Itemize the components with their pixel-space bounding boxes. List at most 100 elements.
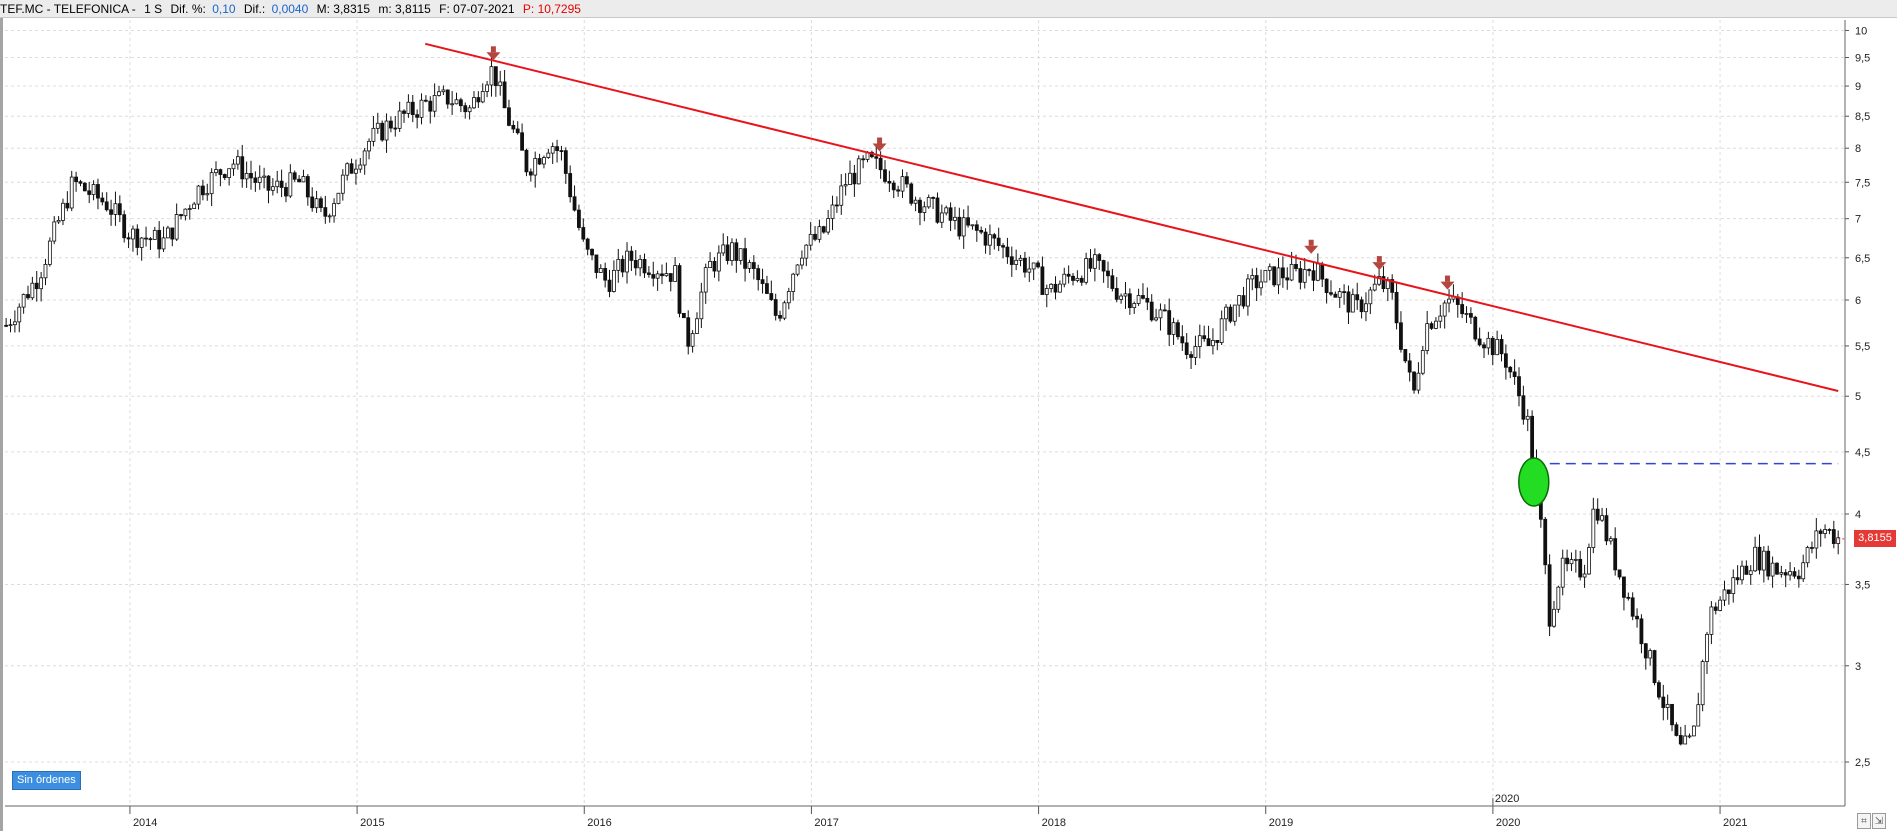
candle [235, 149, 240, 170]
candle-body [1604, 515, 1609, 542]
candle-body [78, 181, 83, 184]
candle [52, 216, 57, 245]
candle [1001, 243, 1005, 259]
dif-pct-label: Dif. %: [170, 2, 206, 16]
candle [1420, 346, 1425, 376]
candle-body [17, 306, 22, 323]
candle [931, 196, 935, 209]
candle [1136, 288, 1141, 306]
candle [563, 147, 568, 184]
candle [12, 310, 17, 333]
candle [966, 205, 970, 228]
x-tick-label: 2014 [133, 817, 157, 829]
candle [992, 232, 997, 250]
candle [848, 160, 852, 185]
candle-body [1661, 696, 1666, 708]
candle-body [769, 293, 774, 300]
candle-body [485, 84, 490, 92]
candle-body [800, 257, 804, 266]
candle [1062, 267, 1067, 288]
candle-body [638, 258, 643, 269]
candle [1823, 524, 1827, 539]
candle-body [834, 204, 839, 207]
candle-body [1075, 277, 1080, 281]
candle-body [200, 185, 205, 196]
candle [47, 237, 52, 267]
chart-type-icon[interactable]: ⌗ [1857, 813, 1871, 829]
candle [834, 196, 839, 213]
candle [690, 330, 695, 353]
candle-body [773, 299, 778, 316]
candle-body [498, 81, 503, 87]
candle [1180, 325, 1185, 351]
candle-body [1237, 295, 1242, 306]
candle-body [493, 66, 498, 87]
candle [1023, 251, 1027, 278]
candle [677, 263, 682, 318]
candle-body [511, 124, 516, 130]
candle [1162, 304, 1167, 312]
candle [695, 312, 699, 334]
pin-icon[interactable]: ⇲ [1872, 813, 1886, 829]
candle-body [1403, 349, 1408, 362]
candle-body [419, 99, 424, 118]
candle-body [1202, 335, 1207, 340]
y-tick-label: 5 [1855, 391, 1861, 403]
candle-body [1193, 346, 1198, 358]
y-tick-label: 3,5 [1855, 579, 1870, 591]
candle [1167, 298, 1172, 347]
candle-body [1359, 299, 1364, 313]
candle-body [992, 234, 997, 239]
candle [39, 272, 44, 302]
candle [730, 238, 734, 266]
candle-body [139, 237, 144, 248]
candle-body [953, 216, 957, 221]
candle [1320, 261, 1325, 288]
candle-body [157, 229, 162, 250]
candle [345, 162, 350, 181]
candle-body [1005, 246, 1010, 258]
candle-body [166, 227, 170, 239]
candle-body [292, 172, 297, 180]
orders-status-badge[interactable]: Sin órdenes [12, 771, 81, 790]
candle-body [1145, 297, 1150, 303]
candle-body [4, 324, 9, 327]
candle-body [642, 258, 647, 274]
candle [1394, 281, 1399, 330]
candle [581, 218, 586, 242]
y-tick-label: 9,5 [1855, 53, 1870, 65]
down-arrow-icon [486, 46, 501, 61]
candle-body [1578, 558, 1583, 578]
candle [1149, 294, 1154, 322]
candle-body [690, 333, 695, 347]
candle-body [695, 318, 699, 334]
candle [148, 237, 153, 250]
candle-body [765, 283, 769, 294]
candle [270, 178, 275, 196]
candle [1490, 335, 1495, 366]
candle [1228, 304, 1233, 324]
candle-body [1499, 339, 1504, 355]
candle-body [375, 122, 380, 129]
candle [926, 194, 931, 209]
candle-body [607, 279, 612, 292]
candle-body [91, 184, 96, 195]
down-arrow-icon [1372, 256, 1387, 271]
candle [1521, 385, 1526, 425]
candle [1399, 311, 1403, 353]
candle [1237, 295, 1242, 317]
candle [988, 224, 992, 255]
candle [187, 204, 192, 220]
candle [1547, 554, 1552, 637]
candle [1276, 258, 1281, 295]
candle [974, 220, 979, 242]
candle-body [730, 242, 734, 261]
candle [174, 203, 179, 241]
candle-body [253, 177, 258, 183]
candle-body [848, 172, 852, 185]
candle [1350, 288, 1355, 313]
candle [214, 161, 218, 177]
candle [1215, 340, 1220, 351]
candle [323, 195, 328, 224]
